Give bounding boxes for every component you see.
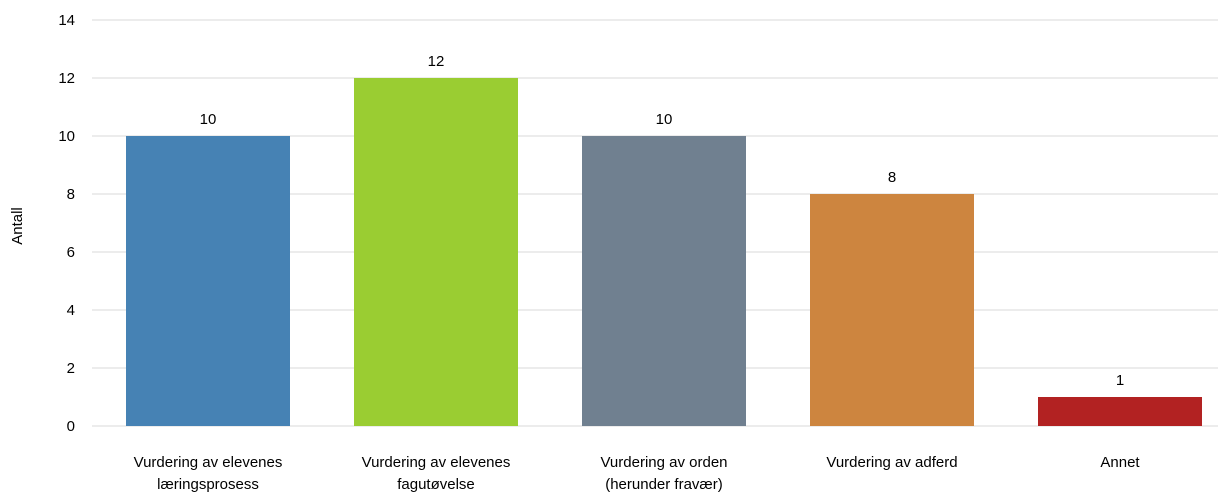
bar — [1038, 397, 1202, 426]
category-label: Vurdering av adferd — [826, 454, 957, 471]
y-axis-title: Antall — [9, 207, 26, 245]
y-tick-label: 12 — [58, 70, 75, 87]
category-label: Annet — [1100, 454, 1140, 471]
y-tick-label: 14 — [58, 12, 75, 29]
category-label: Vurdering av orden (herunder fravær) — [600, 454, 727, 493]
bar — [582, 136, 746, 426]
y-tick-label: 8 — [67, 186, 75, 203]
category-labels: Vurdering av elevenes læringsprosessVurde… — [134, 454, 1141, 493]
category-label-line: Vurdering av elevenes — [134, 454, 283, 471]
category-label-line: læringsprosess — [157, 476, 259, 493]
category-label-line: Vurdering av orden — [600, 454, 727, 471]
category-label-line: Annet — [1100, 454, 1140, 471]
bar — [810, 194, 974, 426]
bar — [354, 78, 518, 426]
category-label-line: Vurdering av adferd — [826, 454, 957, 471]
category-label-line: Vurdering av elevenes — [362, 454, 511, 471]
data-label: 1 — [1116, 372, 1124, 389]
y-tick-label: 6 — [67, 244, 75, 261]
y-tick-label: 0 — [67, 418, 75, 435]
category-label: Vurdering av elevenes læringsprosess — [134, 454, 283, 493]
y-tick-label: 10 — [58, 128, 75, 145]
y-tick-labels: 0 2 4 6 8 10 12 14 — [58, 12, 75, 435]
data-labels: 10 12 10 8 1 — [200, 53, 1125, 389]
category-label: Vurdering av elevenes fagutøvelse — [362, 454, 511, 493]
y-tick-label: 2 — [67, 360, 75, 377]
bars — [126, 78, 1202, 426]
data-label: 10 — [200, 111, 217, 128]
data-label: 12 — [428, 53, 445, 70]
data-label: 10 — [656, 111, 673, 128]
category-label-line: fagutøvelse — [397, 476, 475, 493]
y-tick-label: 4 — [67, 302, 75, 319]
category-label-line: (herunder fravær) — [605, 476, 723, 493]
data-label: 8 — [888, 169, 896, 186]
bar — [126, 136, 290, 426]
